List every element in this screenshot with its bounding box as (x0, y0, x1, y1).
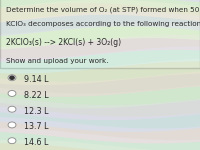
Text: 9.14 L: 9.14 L (24, 75, 48, 84)
Circle shape (8, 106, 16, 112)
Text: 13.7 L: 13.7 L (24, 122, 48, 131)
Text: KClO₃ decomposes according to the following reaction.: KClO₃ decomposes according to the follow… (6, 21, 200, 27)
Text: 14.6 L: 14.6 L (24, 138, 48, 147)
Circle shape (8, 75, 16, 81)
Text: Show and upload your work.: Show and upload your work. (6, 58, 108, 64)
Text: 2KClO₃(s) --> 2KCl(s) + 3O₂(g): 2KClO₃(s) --> 2KCl(s) + 3O₂(g) (6, 38, 121, 47)
Text: 12.3 L: 12.3 L (24, 106, 48, 116)
Text: 8.22 L: 8.22 L (24, 91, 49, 100)
Circle shape (8, 90, 16, 96)
Circle shape (8, 138, 16, 144)
Circle shape (10, 76, 14, 79)
Text: Determine the volume of O₂ (at STP) formed when 50.0 g of: Determine the volume of O₂ (at STP) form… (6, 7, 200, 13)
FancyBboxPatch shape (0, 0, 200, 68)
Circle shape (8, 122, 16, 128)
